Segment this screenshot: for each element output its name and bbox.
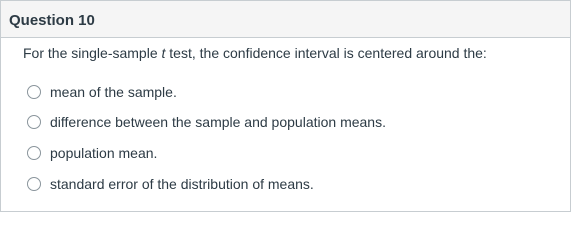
- question-before: For the single-sample: [23, 45, 162, 61]
- radio-button[interactable]: [27, 115, 41, 129]
- question-after: test, the confidence interval is centere…: [165, 45, 487, 61]
- answer-option[interactable]: mean of the sample.: [27, 83, 177, 101]
- question-header: Question 10: [1, 1, 570, 38]
- radio-button[interactable]: [27, 146, 41, 160]
- answer-option[interactable]: standard error of the distribution of me…: [27, 175, 314, 193]
- radio-button[interactable]: [27, 85, 41, 99]
- question-emphasis: t: [161, 45, 166, 61]
- page: Question 10 For the single-sample t test…: [0, 0, 571, 212]
- question-title: Question 10: [9, 12, 95, 29]
- answer-option[interactable]: population mean.: [27, 144, 157, 162]
- question-text: For the single-sample t test, the confid…: [23, 45, 487, 61]
- option-label[interactable]: mean of the sample.: [50, 84, 177, 100]
- option-label[interactable]: population mean.: [50, 145, 158, 161]
- question-card: Question 10 For the single-sample t test…: [0, 0, 571, 212]
- radio-button[interactable]: [27, 177, 41, 191]
- answer-option[interactable]: difference between the sample and popula…: [27, 113, 386, 131]
- option-label[interactable]: standard error of the distribution of me…: [50, 176, 314, 192]
- option-label[interactable]: difference between the sample and popula…: [50, 114, 386, 130]
